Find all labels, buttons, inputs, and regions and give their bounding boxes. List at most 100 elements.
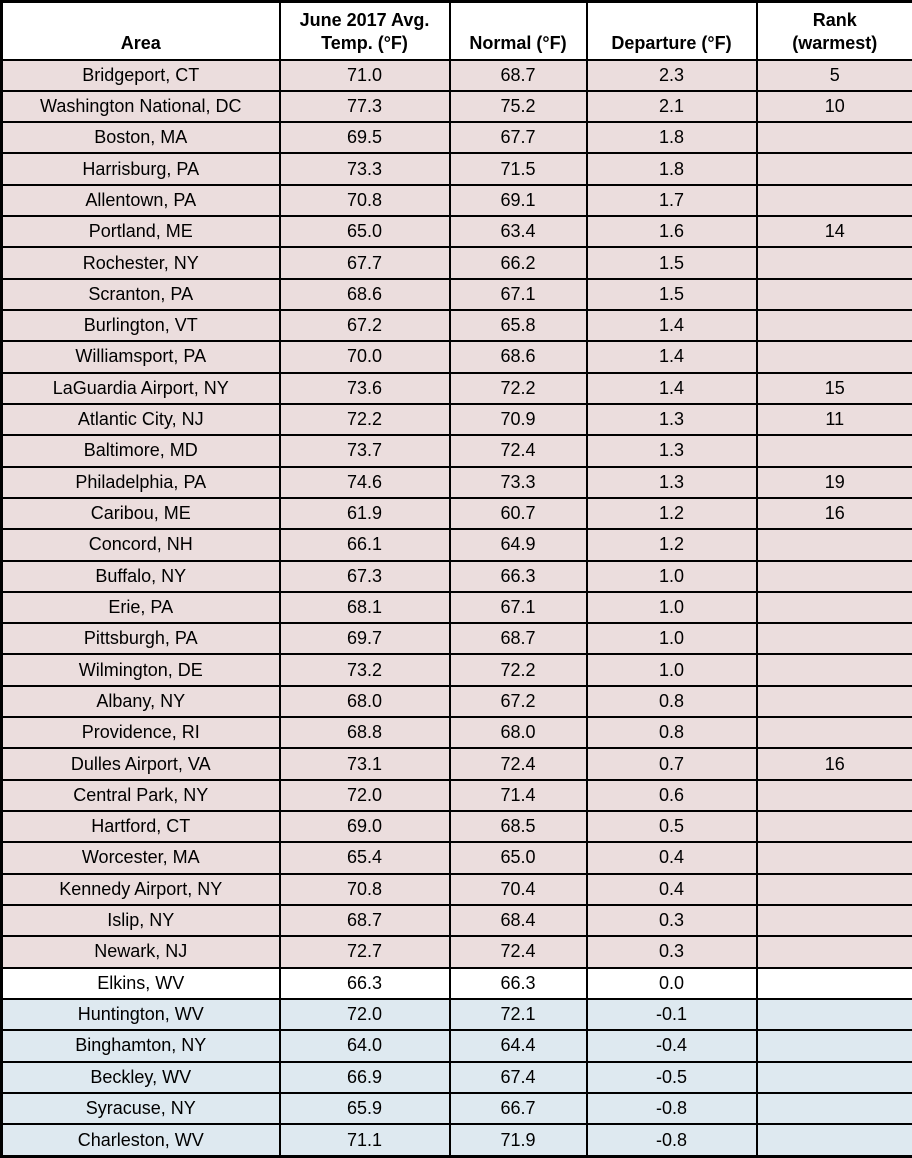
cell-avg-temp: 64.0 — [278, 1029, 451, 1063]
cell-area: Hartford, CT — [0, 809, 281, 844]
cell-rank: 15 — [755, 371, 912, 405]
cell-area: Portland, ME — [0, 215, 281, 249]
cell-area: Atlantic City, NJ — [0, 402, 281, 437]
cell-normal: 64.4 — [448, 1029, 588, 1063]
cell-normal: 69.1 — [448, 183, 588, 218]
cell-area: Charleston, WV — [0, 1123, 281, 1158]
cell-rank — [755, 622, 912, 656]
cell-normal: 68.7 — [448, 58, 588, 92]
column-header-departure-line: Departure (°F) — [611, 33, 732, 54]
cell-departure: -0.5 — [585, 1060, 758, 1094]
table-row: Elkins, WV 66.3 66.3 0.0 — [0, 966, 912, 1000]
cell-departure: 0.8 — [585, 684, 758, 719]
table-row: Pittsburgh, PA 69.7 68.7 1.0 — [0, 622, 912, 656]
cell-normal: 68.7 — [448, 622, 588, 656]
cell-avg-temp: 74.6 — [278, 465, 451, 499]
cell-departure: 1.4 — [585, 340, 758, 374]
cell-avg-temp: 65.4 — [278, 841, 451, 875]
cell-avg-temp: 69.5 — [278, 121, 451, 155]
cell-departure: 1.0 — [585, 653, 758, 687]
cell-avg-temp: 67.7 — [278, 246, 451, 280]
cell-normal: 64.9 — [448, 528, 588, 562]
cell-normal: 72.4 — [448, 434, 588, 468]
cell-avg-temp: 71.0 — [278, 58, 451, 92]
cell-departure: 1.2 — [585, 496, 758, 531]
cell-area: Philadelphia, PA — [0, 465, 281, 499]
cell-departure: 0.6 — [585, 778, 758, 813]
cell-rank — [755, 277, 912, 312]
column-header-normal-line: Normal (°F) — [469, 33, 567, 54]
cell-normal: 73.3 — [448, 465, 588, 499]
cell-avg-temp: 70.8 — [278, 183, 451, 218]
table-row: Syracuse, NY 65.9 66.7 -0.8 — [0, 1091, 912, 1126]
cell-avg-temp: 67.2 — [278, 308, 451, 343]
cell-avg-temp: 70.0 — [278, 340, 451, 374]
cell-area: Bridgeport, CT — [0, 58, 281, 92]
cell-normal: 72.4 — [448, 935, 588, 969]
column-header-normal: Normal (°F) — [448, 0, 588, 61]
cell-rank — [755, 841, 912, 875]
cell-area: Baltimore, MD — [0, 434, 281, 468]
column-header-rank-line: (warmest) — [792, 33, 878, 54]
column-header-area: Area — [0, 0, 281, 61]
table-row: Kennedy Airport, NY 70.8 70.4 0.4 — [0, 872, 912, 906]
cell-rank — [755, 997, 912, 1032]
cell-normal: 66.7 — [448, 1091, 588, 1126]
cell-area: Allentown, PA — [0, 183, 281, 218]
table-row: Central Park, NY 72.0 71.4 0.6 — [0, 778, 912, 813]
cell-area: Erie, PA — [0, 590, 281, 625]
cell-area: Huntington, WV — [0, 997, 281, 1032]
cell-area: Concord, NH — [0, 528, 281, 562]
cell-normal: 66.3 — [448, 559, 588, 593]
table-row: Worcester, MA 65.4 65.0 0.4 — [0, 841, 912, 875]
cell-normal: 72.2 — [448, 653, 588, 687]
cell-departure: 0.7 — [585, 747, 758, 781]
column-header-area-line: Area — [120, 33, 161, 54]
table-row: Caribou, ME 61.9 60.7 1.2 16 — [0, 496, 912, 531]
cell-avg-temp: 65.9 — [278, 1091, 451, 1126]
cell-area: Burlington, VT — [0, 308, 281, 343]
cell-normal: 68.5 — [448, 809, 588, 844]
cell-avg-temp: 66.3 — [278, 966, 451, 1000]
table-row: Erie, PA 68.1 67.1 1.0 — [0, 590, 912, 625]
cell-normal: 68.0 — [448, 716, 588, 750]
cell-avg-temp: 73.7 — [278, 434, 451, 468]
cell-rank — [755, 716, 912, 750]
cell-departure: -0.1 — [585, 997, 758, 1032]
table-row: Philadelphia, PA 74.6 73.3 1.3 19 — [0, 465, 912, 499]
cell-departure: 1.3 — [585, 434, 758, 468]
cell-area: Beckley, WV — [0, 1060, 281, 1094]
cell-normal: 71.4 — [448, 778, 588, 813]
cell-avg-temp: 71.1 — [278, 1123, 451, 1158]
cell-departure: 1.8 — [585, 121, 758, 155]
cell-departure: 0.3 — [585, 903, 758, 938]
cell-area: Kennedy Airport, NY — [0, 872, 281, 906]
cell-area: Buffalo, NY — [0, 559, 281, 593]
cell-avg-temp: 69.0 — [278, 809, 451, 844]
cell-avg-temp: 72.0 — [278, 778, 451, 813]
cell-rank — [755, 1123, 912, 1158]
cell-avg-temp: 68.0 — [278, 684, 451, 719]
cell-area: Worcester, MA — [0, 841, 281, 875]
table-row: Huntington, WV 72.0 72.1 -0.1 — [0, 997, 912, 1032]
table-row: Baltimore, MD 73.7 72.4 1.3 — [0, 434, 912, 468]
cell-departure: 1.4 — [585, 371, 758, 405]
cell-departure: 1.5 — [585, 246, 758, 280]
table-row: Bridgeport, CT 71.0 68.7 2.3 5 — [0, 58, 912, 92]
cell-normal: 65.0 — [448, 841, 588, 875]
cell-avg-temp: 61.9 — [278, 496, 451, 531]
cell-rank — [755, 308, 912, 343]
cell-avg-temp: 67.3 — [278, 559, 451, 593]
column-header-rank: Rank (warmest) — [755, 0, 912, 61]
cell-area: Harrisburg, PA — [0, 152, 281, 186]
cell-area: Syracuse, NY — [0, 1091, 281, 1126]
table-row: Newark, NJ 72.7 72.4 0.3 — [0, 935, 912, 969]
cell-normal: 67.4 — [448, 1060, 588, 1094]
table-row: Buffalo, NY 67.3 66.3 1.0 — [0, 559, 912, 593]
table-row: Beckley, WV 66.9 67.4 -0.5 — [0, 1060, 912, 1094]
table-row: Scranton, PA 68.6 67.1 1.5 — [0, 277, 912, 312]
cell-departure: -0.4 — [585, 1029, 758, 1063]
cell-area: Central Park, NY — [0, 778, 281, 813]
cell-avg-temp: 68.1 — [278, 590, 451, 625]
cell-rank: 10 — [755, 89, 912, 124]
